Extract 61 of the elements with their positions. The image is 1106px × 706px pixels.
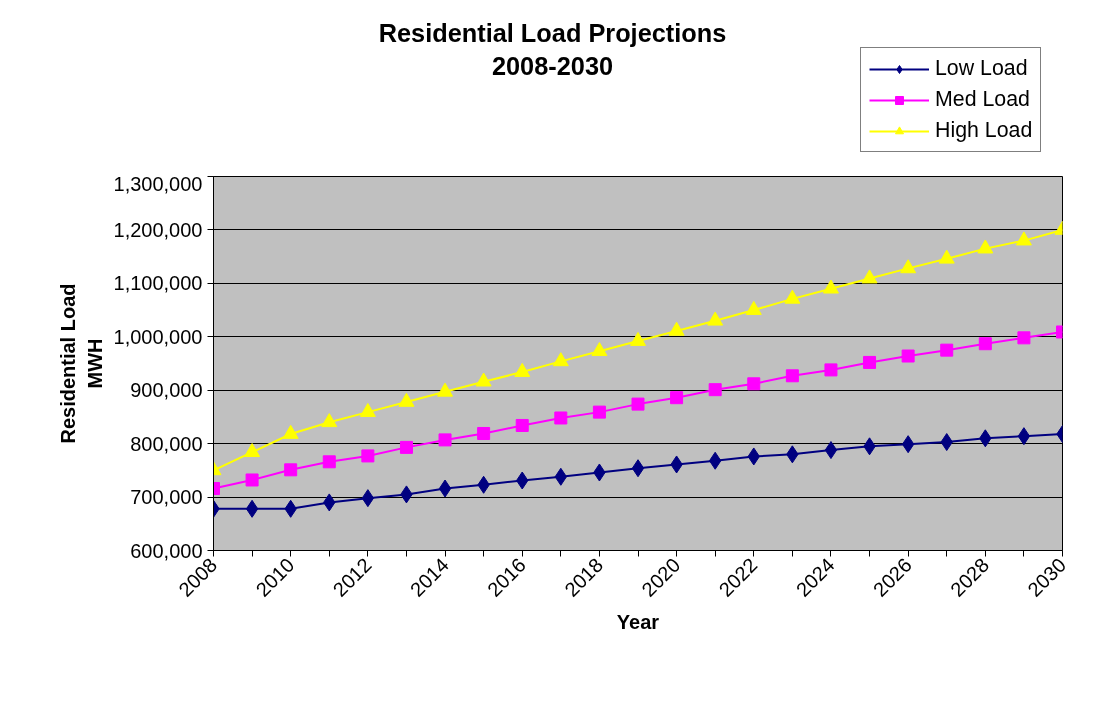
point <box>322 455 336 469</box>
point <box>245 473 259 487</box>
point <box>514 362 531 377</box>
point <box>477 426 491 440</box>
point <box>901 435 915 454</box>
point <box>398 392 415 407</box>
point <box>1017 427 1031 446</box>
y-tick-label: 700,000 <box>130 486 203 509</box>
y-tick-label: 900,000 <box>130 379 203 402</box>
x-axis-title: Year <box>616 610 660 633</box>
point <box>785 369 799 383</box>
point <box>244 443 261 458</box>
point <box>515 418 529 432</box>
point <box>399 440 413 454</box>
y-tick-label: 1,000,000 <box>113 325 203 348</box>
point <box>631 397 645 411</box>
point <box>554 411 568 425</box>
point <box>438 433 452 447</box>
point <box>630 331 646 346</box>
point <box>321 413 338 428</box>
legend-label: High Load <box>935 118 1033 143</box>
y-tick-label: 1,200,000 <box>113 218 203 241</box>
point <box>900 259 917 274</box>
point <box>901 349 915 363</box>
chart-title: Residential Load Projections 2008-2030 <box>378 18 727 81</box>
point <box>938 249 955 264</box>
point <box>552 352 569 367</box>
point <box>438 479 452 498</box>
point <box>978 337 992 351</box>
point <box>361 449 375 463</box>
point <box>707 311 724 326</box>
point <box>245 499 259 518</box>
point <box>940 343 954 357</box>
point <box>977 239 994 254</box>
point <box>822 279 839 294</box>
point <box>591 342 608 357</box>
point <box>670 391 684 405</box>
point <box>747 377 761 391</box>
point <box>361 489 375 508</box>
y-tick-label: 1,100,000 <box>113 272 203 295</box>
y-axis-title: Residential Load MWH <box>57 283 106 444</box>
point <box>861 269 878 284</box>
point <box>824 441 838 460</box>
point <box>745 300 762 315</box>
point <box>708 383 722 397</box>
point <box>1017 331 1031 345</box>
y-tick-label: 800,000 <box>130 432 203 455</box>
point <box>284 463 298 477</box>
legend-label: Low Load <box>935 56 1028 81</box>
y-tick-label: 1,300,000 <box>113 172 203 195</box>
point <box>631 459 645 478</box>
point <box>437 382 454 397</box>
y-tick-label: 600,000 <box>130 539 203 562</box>
point <box>1015 231 1032 246</box>
point <box>668 321 685 336</box>
legend-label: Med Load <box>935 87 1030 112</box>
point <box>863 355 877 369</box>
point <box>824 363 838 377</box>
point <box>592 405 606 419</box>
point <box>784 289 801 304</box>
point <box>475 372 492 387</box>
